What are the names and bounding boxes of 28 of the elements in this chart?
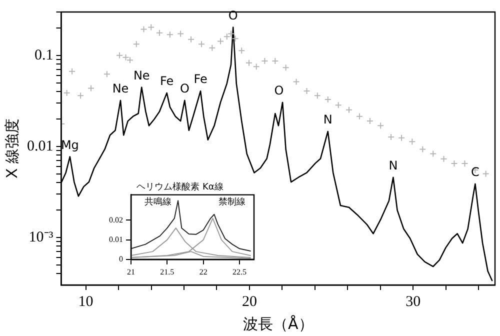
y-tick-label: 0 bbox=[119, 254, 123, 264]
x-tick-label: 30 bbox=[406, 294, 421, 310]
annotation: Ne bbox=[112, 82, 129, 96]
x-tick-label: 20 bbox=[242, 294, 257, 310]
x-tick-label: 10 bbox=[78, 294, 94, 310]
annotation: O bbox=[180, 82, 190, 96]
annotation: N bbox=[323, 112, 332, 127]
x-tick-label: 22 bbox=[199, 267, 208, 276]
annotation: 禁制線 bbox=[218, 196, 246, 208]
x-axis-title: 波長（Å） bbox=[242, 314, 314, 333]
y-axis-title: X 線強度 bbox=[2, 118, 21, 179]
chart-title: ヘリウム様酸素 Kα線 bbox=[136, 182, 224, 193]
y-tick-label: 10⁻³ bbox=[28, 229, 54, 246]
x-tick-label: 21.5 bbox=[160, 267, 174, 276]
x-tick-label: 22.5 bbox=[232, 267, 247, 276]
y-tick-label: 0.1 bbox=[34, 47, 54, 64]
annotation: Fe bbox=[160, 74, 174, 88]
annotation: C bbox=[471, 165, 480, 180]
annotation: O bbox=[274, 83, 284, 98]
y-tick-label: 0.01 bbox=[27, 138, 54, 154]
annotation: Ne bbox=[133, 68, 150, 82]
annotation: Mg bbox=[60, 138, 79, 152]
annotation: N bbox=[388, 158, 398, 172]
annotation: 共鳴線 bbox=[144, 196, 172, 208]
y-tick-label: 0.02 bbox=[109, 215, 123, 224]
y-tick-label: 0.01 bbox=[109, 234, 123, 244]
annotation: Fe bbox=[194, 72, 208, 86]
x-tick-label: 21 bbox=[127, 267, 135, 276]
